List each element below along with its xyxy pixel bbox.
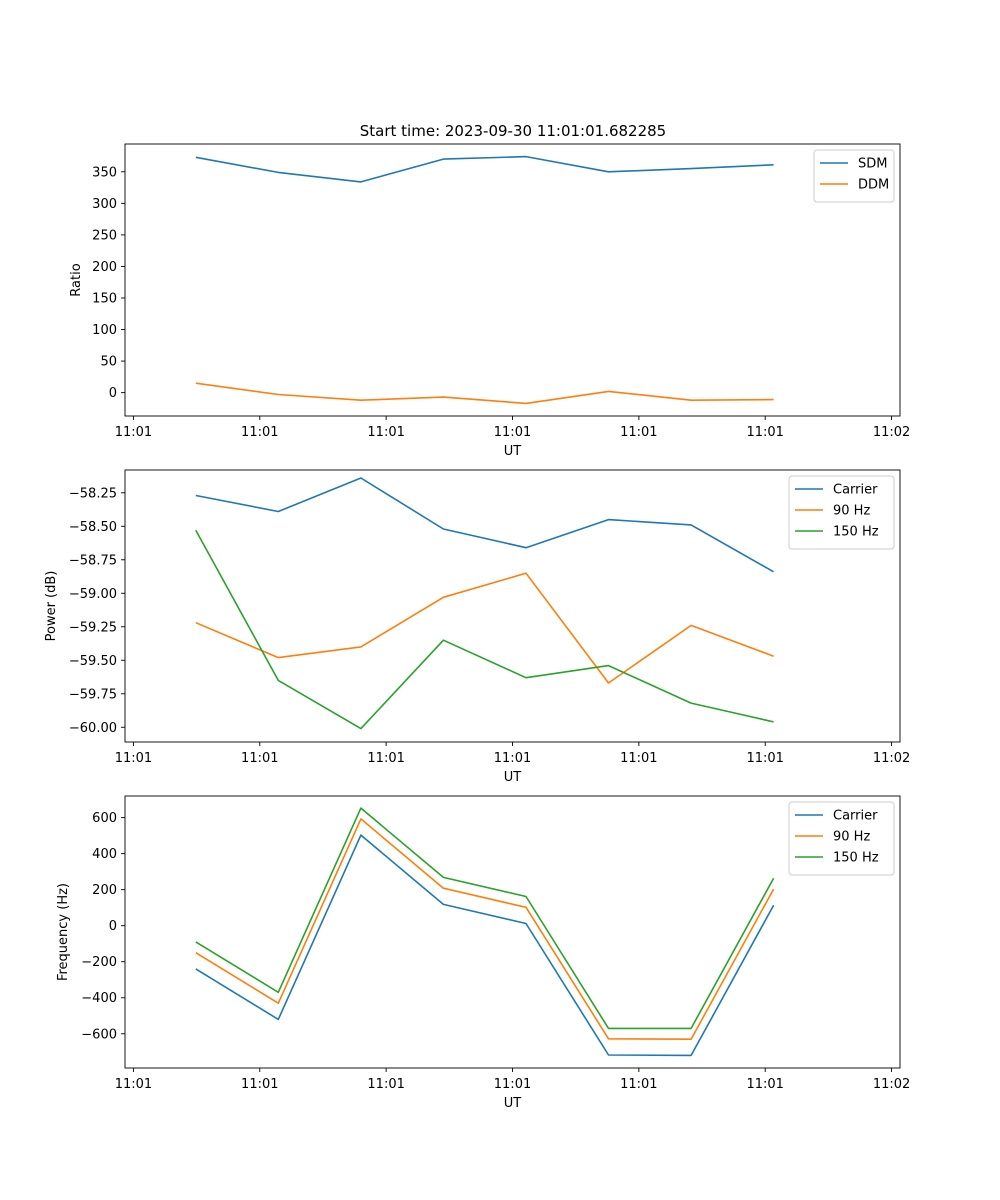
y-tick-label: 0 — [109, 386, 117, 401]
x-tick-label: 11:01 — [241, 1077, 278, 1092]
series-line-150-hz — [195, 529, 774, 730]
x-tick-label: 11:01 — [115, 1077, 152, 1092]
y-tick-label: 200 — [92, 260, 117, 275]
y-tick-label: 600 — [92, 811, 117, 826]
series-line-150-hz — [195, 807, 775, 1030]
legend-label: 90 Hz — [833, 830, 870, 845]
x-tick-label: 11:01 — [367, 751, 404, 766]
x-tick-label: 11:01 — [620, 425, 657, 440]
y-tick-label: −600 — [81, 1027, 117, 1042]
legend-label: Carrier — [833, 483, 878, 498]
y-tick-label: 50 — [100, 355, 117, 370]
x-tick-label: 11:01 — [241, 751, 278, 766]
chart-2: 11:01 11:01 11:01 11:01 11:01 11:01 11:02 −60.0… — [44, 469, 910, 785]
x-tick-label: 11:01 — [367, 425, 404, 440]
y-tick-label: 0 — [109, 919, 117, 934]
legend-label: 150 Hz — [833, 851, 879, 866]
y-tick-label: 400 — [92, 847, 117, 862]
x-axis-label: UT — [504, 1096, 522, 1111]
y-tick-label: −200 — [81, 955, 117, 970]
y-tick-label: 250 — [92, 228, 117, 243]
legend-label: 150 Hz — [833, 525, 879, 540]
x-tick-label: 11:01 — [367, 1077, 404, 1092]
x-tick-label: 11:01 — [115, 425, 152, 440]
y-tick-label: −58.75 — [69, 553, 117, 568]
x-tick-label: 11:02 — [873, 1077, 910, 1092]
figure-title: Start time: 2023-09-30 11:01:01.682285 — [360, 122, 666, 140]
y-tick-label: −59.00 — [69, 587, 117, 602]
y-tick-label: −59.25 — [69, 620, 117, 635]
y-axis-label: Power (dB) — [44, 571, 59, 642]
y-axis-label: Ratio — [69, 263, 84, 296]
x-tick-label: 11:02 — [873, 751, 910, 766]
y-tick-label: 350 — [92, 165, 117, 180]
y-tick-label: −58.50 — [69, 520, 117, 535]
y-axis-label: Frequency (Hz) — [56, 883, 71, 981]
x-tick-label: 11:01 — [494, 1077, 531, 1092]
x-axis-label: UT — [504, 770, 522, 785]
x-tick-label: 11:01 — [620, 1077, 657, 1092]
y-tick-label: 300 — [92, 197, 117, 212]
x-tick-label: 11:01 — [115, 751, 152, 766]
x-tick-label: 11:01 — [620, 751, 657, 766]
y-tick-label: 150 — [92, 291, 117, 306]
x-tick-label: 11:01 — [746, 425, 783, 440]
legend-label: SDM — [858, 157, 887, 172]
x-tick-label: 11:02 — [873, 425, 910, 440]
x-axis-label: UT — [504, 444, 522, 459]
series-line-90-hz — [195, 572, 774, 684]
legend-label: DDM — [858, 178, 889, 193]
series-line-sdm — [195, 155, 774, 183]
y-tick-label: −400 — [81, 991, 117, 1006]
series-line-carrier — [195, 834, 775, 1057]
series-line-carrier — [195, 477, 774, 573]
series-line-90-hz — [195, 818, 775, 1040]
legend-label: 90 Hz — [833, 504, 870, 519]
x-tick-label: 11:01 — [746, 1077, 783, 1092]
chart-3: 11:01 11:01 11:01 11:01 11:01 11:01 11:02 −600 −… — [56, 795, 910, 1111]
y-tick-label: 100 — [92, 323, 117, 338]
y-tick-label: −60.00 — [69, 721, 117, 736]
legend-label: Carrier — [833, 809, 878, 824]
x-tick-label: 11:01 — [746, 751, 783, 766]
series-line-ddm — [195, 382, 774, 405]
chart-1: 11:01 11:01 11:01 11:01 11:01 11:01 11:02 0 50 10… — [69, 143, 910, 459]
y-tick-label: −58.25 — [69, 486, 117, 501]
y-tick-label: −59.75 — [69, 687, 117, 702]
y-tick-label: −59.50 — [69, 654, 117, 669]
y-tick-label: 200 — [92, 883, 117, 898]
x-tick-label: 11:01 — [241, 425, 278, 440]
x-tick-label: 11:01 — [494, 425, 531, 440]
x-tick-label: 11:01 — [494, 751, 531, 766]
